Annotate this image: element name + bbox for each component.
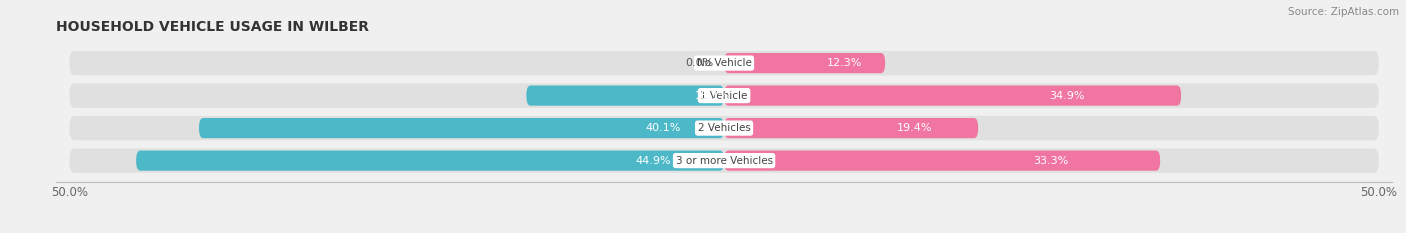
Text: 33.3%: 33.3% xyxy=(1033,156,1069,166)
Text: 3 or more Vehicles: 3 or more Vehicles xyxy=(675,156,773,166)
Text: 44.9%: 44.9% xyxy=(636,156,672,166)
FancyBboxPatch shape xyxy=(724,53,886,73)
FancyBboxPatch shape xyxy=(69,51,1379,75)
Text: 1 Vehicle: 1 Vehicle xyxy=(700,91,748,101)
Text: 40.1%: 40.1% xyxy=(645,123,681,133)
Text: 0.0%: 0.0% xyxy=(685,58,714,68)
FancyBboxPatch shape xyxy=(724,86,1181,106)
FancyBboxPatch shape xyxy=(136,151,724,171)
Text: HOUSEHOLD VEHICLE USAGE IN WILBER: HOUSEHOLD VEHICLE USAGE IN WILBER xyxy=(56,20,370,34)
FancyBboxPatch shape xyxy=(200,118,724,138)
FancyBboxPatch shape xyxy=(69,148,1379,173)
Text: Source: ZipAtlas.com: Source: ZipAtlas.com xyxy=(1288,7,1399,17)
Text: 12.3%: 12.3% xyxy=(827,58,862,68)
Text: No Vehicle: No Vehicle xyxy=(696,58,752,68)
FancyBboxPatch shape xyxy=(69,83,1379,108)
Legend: Owner-occupied, Renter-occupied: Owner-occupied, Renter-occupied xyxy=(600,230,848,233)
Text: 2 Vehicles: 2 Vehicles xyxy=(697,123,751,133)
FancyBboxPatch shape xyxy=(724,118,979,138)
FancyBboxPatch shape xyxy=(69,116,1379,140)
Text: 19.4%: 19.4% xyxy=(897,123,932,133)
Text: 34.9%: 34.9% xyxy=(1049,91,1084,101)
FancyBboxPatch shape xyxy=(724,151,1160,171)
Text: 15.1%: 15.1% xyxy=(695,91,730,101)
FancyBboxPatch shape xyxy=(526,86,724,106)
